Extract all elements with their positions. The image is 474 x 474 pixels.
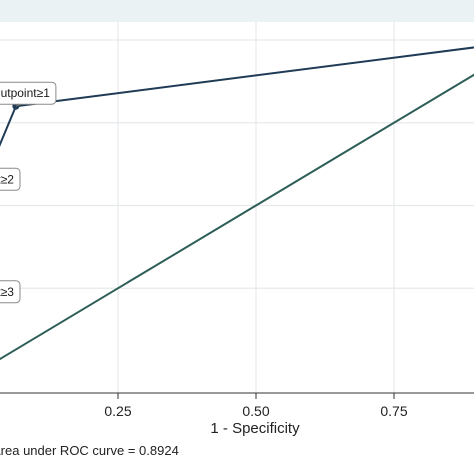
- annotation-layer: Cutpoint≥1 Cutpoint≥2 Cutpoint≥3: [0, 81, 57, 304]
- cutpoint-callout-2: Cutpoint≥2: [0, 167, 21, 191]
- plot-area: [0, 22, 474, 393]
- cutpoint-label-1: Cutpoint≥1: [0, 86, 50, 100]
- cutpoint-callout-3: Cutpoint≥3: [0, 280, 21, 304]
- x-tick-label-0: 0.25: [104, 403, 131, 419]
- x-tick-label-2: 0.75: [380, 403, 407, 419]
- top-band: [0, 0, 474, 22]
- cutpoint-label-3: Cutpoint≥3: [0, 285, 14, 299]
- x-ticks: 0.25 0.50 0.75: [104, 393, 408, 419]
- cutpoint-callout-1: Cutpoint≥1: [0, 81, 57, 107]
- roc-curve-line: [0, 46, 474, 147]
- auc-note: Area under ROC curve = 0.8924: [0, 443, 179, 458]
- cutpoint-label-2: Cutpoint≥2: [0, 172, 14, 186]
- x-tick-label-1: 0.50: [242, 403, 269, 419]
- x-axis-title: 1 - Specificity: [210, 420, 300, 437]
- reference-diagonal-line: [0, 73, 474, 361]
